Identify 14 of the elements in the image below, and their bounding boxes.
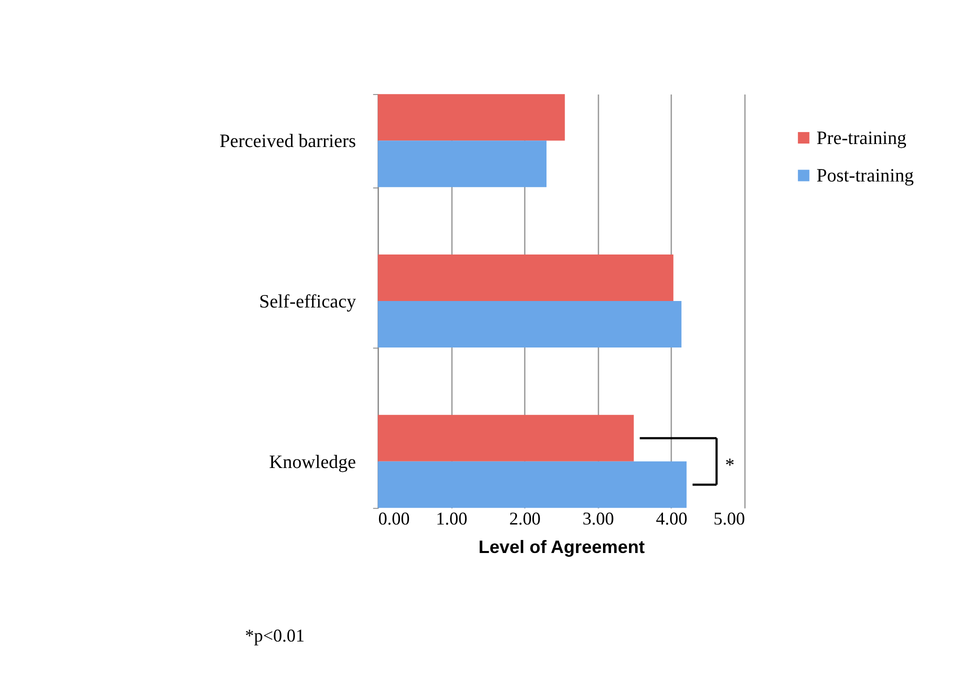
- annotation: *: [725, 454, 735, 476]
- legend-label: Post-training: [816, 166, 914, 187]
- x-tick-label: 0.00: [378, 508, 410, 529]
- x-tick-label: 4.00: [656, 508, 688, 529]
- x-tick-label: 1.00: [436, 508, 468, 529]
- y-tick-label: Perceived barriers: [220, 131, 356, 152]
- x-axis-title: Level of Agreement: [478, 536, 645, 557]
- x-tick-label: 2.00: [509, 508, 541, 529]
- legend-label: Pre-training: [816, 128, 908, 149]
- text: *p<0.01: [245, 626, 305, 646]
- x-tick-label: 5.00: [713, 508, 745, 529]
- y-tick-label: Self-efficacy: [259, 291, 357, 312]
- y-tick-label: Knowledge: [269, 452, 356, 473]
- x-tick-label: 3.00: [582, 508, 614, 529]
